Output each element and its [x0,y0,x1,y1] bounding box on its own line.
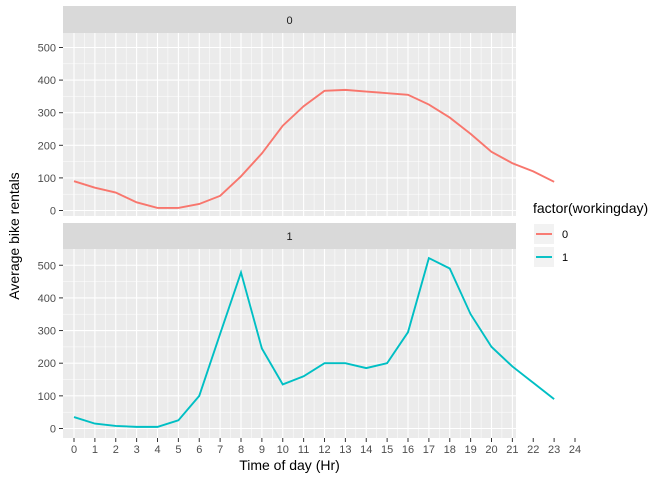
y-tick-label: 100 [38,391,56,403]
y-tick-label: 500 [38,260,56,272]
y-tick-label: 200 [38,140,56,152]
legend: factor(workingday) 0 1 [533,200,648,267]
x-tick-label: 16 [402,444,414,456]
x-tick-label: 5 [175,444,181,456]
series-line-1 [73,256,555,428]
strip-background-0 [63,6,516,33]
y-tick-label: 400 [38,293,56,305]
x-tick-label: 10 [277,444,289,456]
x-tick-label: 9 [259,444,265,456]
x-tick-label: 14 [360,444,372,456]
x-tick-label: 7 [217,444,223,456]
y-tick-label: 400 [38,75,56,87]
gridlines-1 [63,249,576,438]
x-tick-label: 6 [196,444,202,456]
x-tick-label: 2 [113,444,119,456]
panel-background-0 [63,33,516,216]
y-tick-label: 0 [50,206,56,218]
x-axis-title: Time of day (Hr) [239,457,340,473]
y-tick-label: 300 [38,108,56,120]
x-tick-label: 21 [506,444,518,456]
gridlines-0 [63,33,576,216]
x-tick-label: 12 [318,444,330,456]
y-tick-label: 500 [38,43,56,55]
strip-label-1: 1 [286,231,292,243]
y-tick-label: 100 [38,173,56,185]
x-tick-label: 23 [548,444,560,456]
x-tick-label: 17 [423,444,435,456]
y-tick-label: 300 [38,326,56,338]
x-tick-label: 13 [339,444,351,456]
strip-label-0: 0 [286,15,292,27]
x-axis: 0 1 2 3 4 5 6 7 8 9 10 11 12 13 14 15 16 17 18 19 20 21 22 23 24 [71,438,581,456]
legend-label-0: 0 [562,229,568,241]
legend-label-1: 1 [562,252,568,264]
series-line-0 [73,88,555,209]
x-tick-label: 11 [298,444,309,456]
y-tick-label: 200 [38,358,56,370]
x-tick-label: 19 [465,444,477,456]
y-axis-title: Average bike rentals [6,172,22,299]
x-tick-label: 24 [569,444,581,456]
panel-0: 0 0 100 200 300 400 500 [38,6,576,218]
y-tick-label: 0 [50,424,56,436]
x-tick-label: 8 [238,444,244,456]
x-tick-label: 18 [444,444,456,456]
x-tick-label: 0 [71,444,77,456]
x-tick-label: 4 [154,444,160,456]
y-axis-1: 0 100 200 300 400 500 [38,260,63,436]
x-tick-label: 20 [485,444,497,456]
legend-title: factor(workingday) [533,200,648,216]
panel-background-1 [63,249,516,438]
strip-background-1 [63,223,516,249]
panel-1: 1 0 100 200 300 400 500 [38,223,576,438]
x-tick-label: 3 [134,444,140,456]
x-tick-label: 1 [92,444,98,456]
y-axis-0: 0 100 200 300 400 500 [38,43,63,218]
x-tick-label: 22 [527,444,539,456]
x-tick-label: 15 [381,444,393,456]
